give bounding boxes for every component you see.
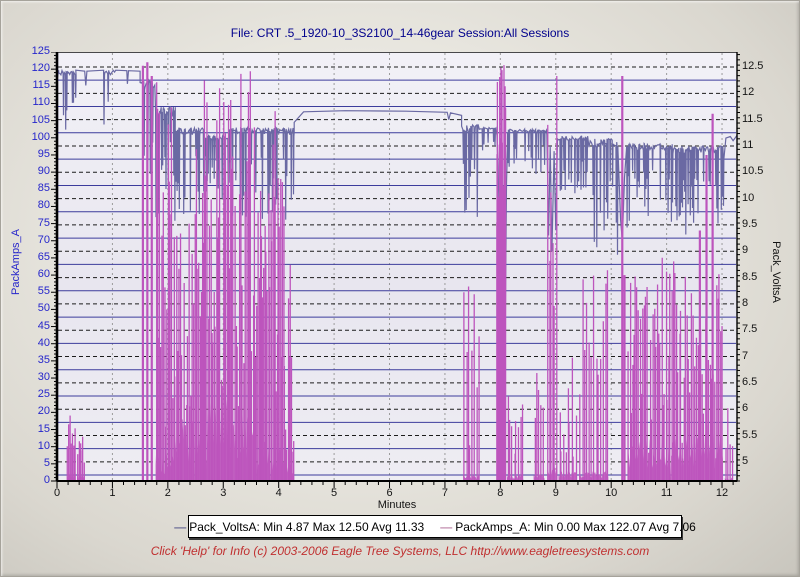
legend-entry-amps: — PackAmps_A: Min 0.00 Max 122.07 Avg 7.0… <box>440 520 696 534</box>
amps-series-swatch: — <box>440 519 453 534</box>
x-tick-7: 7 <box>441 487 448 499</box>
x-axis-label: Minutes <box>377 499 417 511</box>
plot-canvas[interactable] <box>47 52 747 493</box>
x-tick-9: 9 <box>552 487 559 499</box>
y-left-tick-15: 15 <box>37 422 50 435</box>
y-left-tick-10: 10 <box>37 439 50 452</box>
legend-volts-text: Pack_VoltsA: Min 4.87 Max 12.50 Avg 11.3… <box>189 519 425 534</box>
y-left-tick-0: 0 <box>43 474 50 486</box>
y-left-tick-105: 105 <box>31 113 50 126</box>
volts-series-swatch: — <box>174 519 187 534</box>
x-tick-10: 10 <box>605 487 618 499</box>
x-tick-1: 1 <box>109 487 116 499</box>
y-right-tick-11.5: 11.5 <box>742 112 763 125</box>
y-right-tick-12.5: 12.5 <box>742 60 764 72</box>
x-tick-3: 3 <box>220 487 227 499</box>
y-right-tick-7: 7 <box>742 349 749 362</box>
y-right-tick-12: 12 <box>742 86 755 99</box>
y-right-tick-6: 6 <box>742 402 749 415</box>
legend-amps-text: PackAmps_A: Min 0.00 Max 122.07 Avg 7.06 <box>455 519 696 534</box>
y-right-tick-11: 11 <box>742 138 754 151</box>
y-left-tick-55: 55 <box>37 285 50 298</box>
y-right-tick-10: 10 <box>742 191 755 204</box>
y-right-tick-7.5: 7.5 <box>742 323 758 336</box>
y-left-tick-90: 90 <box>37 165 50 178</box>
y-left-tick-60: 60 <box>37 268 50 281</box>
y-left-tick-100: 100 <box>31 130 50 143</box>
y-left-tick-30: 30 <box>37 371 50 384</box>
y-left-tick-40: 40 <box>37 336 50 349</box>
x-tick-0: 0 <box>53 487 61 499</box>
y-right-tick-8: 8 <box>742 296 749 309</box>
y-left-tick-120: 120 <box>31 62 50 75</box>
x-tick-2: 2 <box>164 487 171 499</box>
y-right-tick-9.5: 9.5 <box>742 217 758 230</box>
y-left-tick-110: 110 <box>32 96 50 109</box>
x-tick-12: 12 <box>715 487 729 499</box>
y-right-tick-8.5: 8.5 <box>742 270 758 283</box>
y-left-tick-20: 20 <box>37 405 50 418</box>
y-left-tick-95: 95 <box>37 147 50 160</box>
y-right-tick-10.5: 10.5 <box>742 165 764 178</box>
x-tick-11: 11 <box>660 487 673 499</box>
y-left-tick-125: 125 <box>31 45 50 57</box>
y-left-tick-115: 115 <box>32 79 50 92</box>
x-tick-6: 6 <box>386 487 393 499</box>
y-left-tick-5: 5 <box>43 456 50 469</box>
footer-help-text: Click 'Help' for Info (c) 2003-2006 Eagl… <box>150 544 650 558</box>
y-left-tick-75: 75 <box>37 216 50 229</box>
y-right-tick-6.5: 6.5 <box>742 375 758 388</box>
legend-entry-volts: — Pack_VoltsA: Min 4.87 Max 12.50 Avg 11.… <box>174 520 424 534</box>
legend-box: — Pack_VoltsA: Min 4.87 Max 12.50 Avg 11.… <box>174 515 696 538</box>
y-left-tick-80: 80 <box>37 199 50 212</box>
y-left-tick-85: 85 <box>37 182 50 195</box>
y-left-tick-35: 35 <box>37 353 50 366</box>
chart-title: File: CRT .5_1920-10_3S2100_14-46gear Se… <box>230 26 570 40</box>
x-tick-4: 4 <box>275 487 282 499</box>
y-right-tick-5: 5 <box>742 454 749 467</box>
x-tick-5: 5 <box>331 487 338 499</box>
y-left-tick-70: 70 <box>37 233 50 246</box>
y-left-tick-65: 65 <box>37 250 50 263</box>
y-left-tick-50: 50 <box>37 302 50 315</box>
y-left-tick-25: 25 <box>37 388 50 401</box>
y-right-tick-5.5: 5.5 <box>742 428 758 441</box>
y-right-tick-9: 9 <box>742 244 749 257</box>
y-axis-right-label: Pack_VoltsA <box>770 241 782 303</box>
y-left-tick-45: 45 <box>37 319 50 332</box>
x-tick-8: 8 <box>497 487 504 499</box>
